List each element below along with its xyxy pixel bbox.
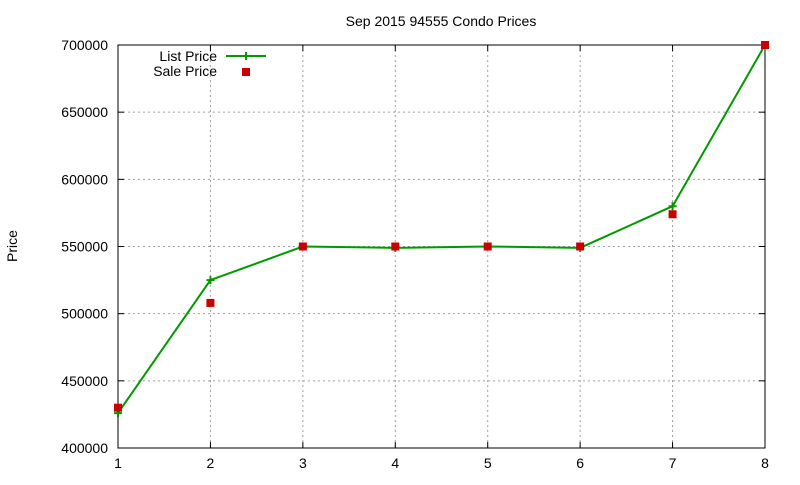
y-tick-label: 650000 xyxy=(61,104,108,120)
series-layer xyxy=(114,41,769,418)
legend-marker-list-price xyxy=(242,52,250,60)
legend-marker-sale-price xyxy=(242,68,250,76)
y-tick-label: 500000 xyxy=(61,306,108,322)
list-price-point xyxy=(668,202,677,211)
chart-title: Sep 2015 94555 Condo Prices xyxy=(346,13,537,29)
x-tick-label: 2 xyxy=(207,455,215,471)
sale-price-point xyxy=(114,403,122,412)
y-tick-label: 550000 xyxy=(61,239,108,255)
y-tick-label: 700000 xyxy=(61,37,108,53)
y-tick-label: 450000 xyxy=(61,373,108,389)
axis-ticks: 1 2 3 4 5 6 7 8 400000 450000 500000 550000 600000 65… xyxy=(61,37,769,471)
x-tick-label: 6 xyxy=(576,455,584,471)
x-tick-label: 8 xyxy=(761,455,769,471)
y-tick-label: 600000 xyxy=(61,171,108,187)
sale-price-point xyxy=(391,242,400,251)
list-price-line xyxy=(117,44,766,414)
sale-price-point xyxy=(668,210,677,219)
list-price-point xyxy=(206,276,215,285)
sale-price-point xyxy=(298,242,307,251)
x-tick-label: 1 xyxy=(114,455,122,471)
sale-price-point xyxy=(206,298,215,307)
sale-price-point xyxy=(576,242,585,251)
sale-price-point xyxy=(483,242,492,251)
x-tick-label: 5 xyxy=(484,455,492,471)
y-axis-label: Price xyxy=(4,230,20,262)
legend-label-list-price: List Price xyxy=(159,48,217,64)
y-tick-label: 400000 xyxy=(61,440,108,456)
x-tick-label: 3 xyxy=(299,455,307,471)
x-tick-label: 7 xyxy=(669,455,677,471)
x-tick-label: 4 xyxy=(391,455,399,471)
legend-label-sale-price: Sale Price xyxy=(153,63,217,79)
sale-price-point xyxy=(761,41,769,49)
